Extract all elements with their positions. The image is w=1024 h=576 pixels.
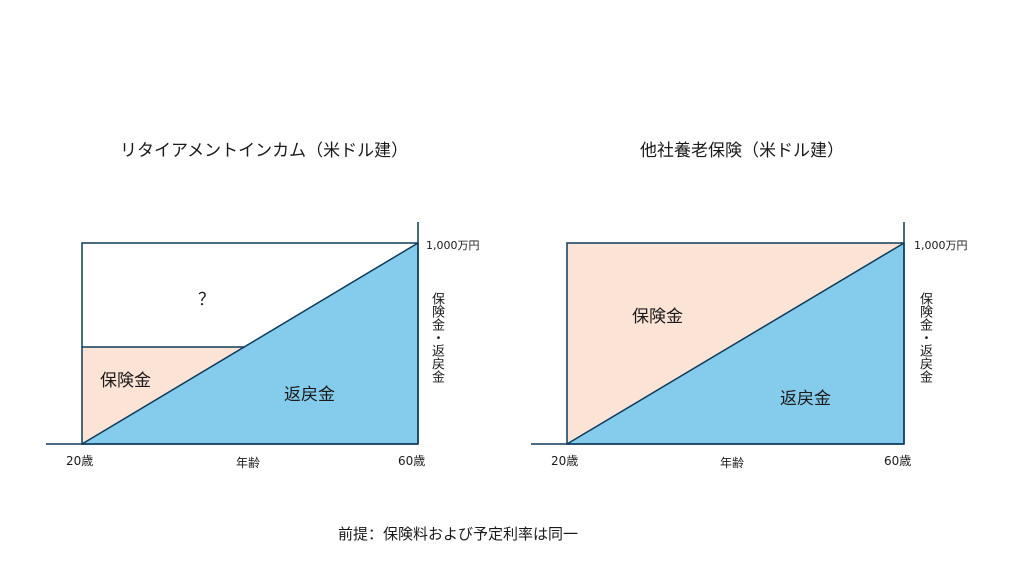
left-x-end-label: 60歳 (398, 454, 426, 468)
left-title: リタイアメントインカム（米ドル建） (120, 141, 409, 161)
left-x-start-label: 20歳 (66, 454, 94, 468)
right-x-start-label: 20歳 (551, 454, 579, 468)
left-insurance-label: 保険金 (100, 371, 151, 391)
right-refund-label: 返戻金 (780, 389, 831, 409)
left-max-label: 1,000万円 (426, 239, 480, 252)
left-diagonal-line (81, 242, 419, 445)
right-x-axis-label: 年齢 (720, 456, 745, 470)
left-diagram (46, 222, 419, 445)
right-x-end-label: 60歳 (884, 454, 912, 468)
left-unknown-label: ？ (198, 290, 215, 310)
right-title: 他社養老保険（米ドル建） (640, 141, 844, 161)
footer-note: 前提：保険料および予定利率は同一 (338, 525, 579, 543)
right-y-axis-label: 保険金・返戻金 (917, 292, 932, 383)
right-max-label: 1,000万円 (914, 239, 968, 252)
right-diagonal-line (566, 242, 905, 445)
right-insurance-label: 保険金 (632, 307, 683, 327)
left-refund-label: 返戻金 (284, 385, 335, 405)
left-x-axis-label: 年齢 (236, 456, 261, 470)
left-y-axis-label: 保険金・返戻金 (429, 292, 444, 383)
right-diagram (531, 222, 905, 445)
